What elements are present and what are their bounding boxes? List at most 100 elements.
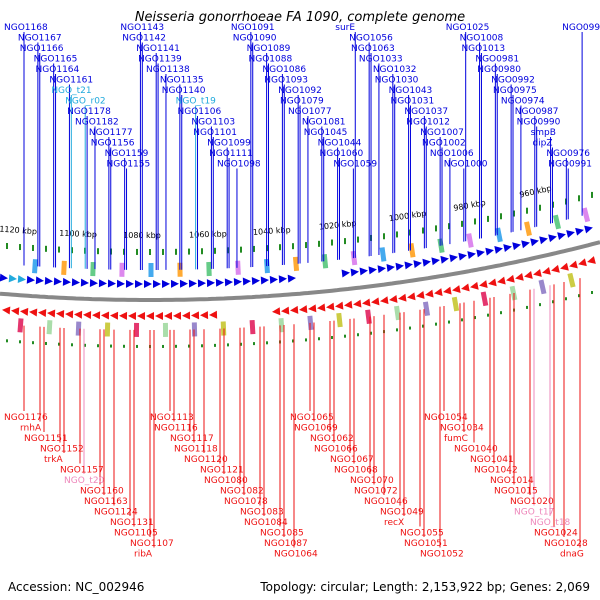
forward-gene (449, 254, 458, 263)
reverse-gene (290, 305, 299, 314)
reverse-gene (119, 311, 128, 320)
scale-tick (526, 305, 528, 309)
reverse-gene (20, 307, 29, 316)
feature-block (220, 321, 227, 336)
forward-gene (458, 252, 467, 261)
forward-gene (269, 275, 278, 284)
reverse-gene (371, 297, 380, 306)
scale-tick (201, 248, 203, 255)
scale-tick (45, 341, 47, 345)
feature-block (480, 291, 489, 307)
gene-label: NGO1033 (359, 55, 403, 65)
gene-label: NGO1163 (84, 497, 128, 507)
gene-label: NGO1052 (420, 550, 464, 560)
reverse-gene (515, 272, 524, 281)
feature-block (350, 250, 358, 266)
scale-tick (500, 311, 502, 315)
reverse-gene (38, 309, 47, 317)
forward-gene (521, 240, 530, 249)
reverse-gene (326, 302, 335, 311)
gene-label: NGO0981 (475, 55, 519, 65)
scale-tick (292, 339, 294, 343)
scale-tick (552, 201, 554, 208)
feature-block (32, 259, 38, 274)
reverse-gene (470, 281, 479, 290)
gene-label: trkA (44, 455, 63, 465)
gene-label: recX (384, 518, 404, 528)
scale-tick (357, 333, 359, 337)
scale-tick (201, 344, 203, 348)
gene-label: NGO0975 (493, 86, 537, 96)
gene-label: NGO1178 (67, 107, 111, 117)
gene-label: NGO1078 (224, 497, 268, 507)
feature-block (394, 305, 401, 321)
reverse-gene (191, 311, 200, 320)
reverse-gene (533, 269, 542, 277)
gene-label: NGO1060 (319, 149, 363, 159)
scale-tick (136, 344, 138, 348)
gene-label: NGO1111 (209, 149, 253, 159)
feature-block (524, 221, 532, 237)
feature-block (104, 322, 111, 337)
scale-tick (591, 191, 593, 198)
genome-backbone-layer (0, 240, 600, 302)
forward-gene (179, 279, 188, 288)
forward-gene (260, 276, 269, 285)
gene-label: NGO1182 (75, 118, 119, 128)
gene-label: NGO1065 (290, 413, 334, 423)
reverse-gene (11, 307, 20, 316)
scale-tick (292, 243, 294, 250)
gene-label: NGO0991 (548, 160, 592, 170)
gene-label: NGO1015 (494, 487, 538, 497)
gene-label: NGO1116 (154, 424, 198, 434)
scale-tick (97, 248, 99, 255)
reverse-gene (380, 296, 389, 305)
gene-label: rnhA (20, 424, 42, 434)
topology-text: Topology: circular; Length: 2,153,922 bp… (260, 580, 590, 594)
feature-block (336, 312, 343, 328)
reverse-gene (461, 283, 470, 292)
feature-block (46, 320, 53, 335)
scale-tick (84, 343, 86, 347)
gene-label: NGO1062 (310, 434, 354, 444)
forward-gene (431, 257, 440, 266)
gene-label: NGO1064 (274, 550, 318, 560)
reverse-gene (551, 264, 560, 273)
gene-label: NGO1152 (40, 445, 84, 455)
reverse-gene (362, 298, 371, 307)
reverse-gene (416, 291, 425, 299)
feature-block (235, 260, 241, 275)
gene-label: NGO1177 (89, 128, 133, 138)
forward-gene (26, 275, 35, 284)
reverse-gene (317, 303, 326, 312)
gene-label: NGO1113 (150, 413, 194, 423)
scale-tick (175, 248, 177, 255)
gene-label: NGO1080 (204, 476, 248, 486)
gene-label: NGO1063 (351, 44, 395, 54)
scale-label: 1040 kbp (253, 225, 291, 237)
gene-label: NGO1069 (294, 424, 338, 434)
gene-label: NGO1028 (544, 539, 588, 549)
scale-tick (162, 344, 164, 348)
scale-tick (487, 313, 489, 317)
feature-block (119, 262, 125, 277)
forward-gene (62, 277, 71, 286)
gene-label: NGO1157 (60, 466, 104, 476)
gene-label: NGO1093 (264, 76, 308, 86)
gene-label: NGO1176 (4, 413, 48, 423)
scale-tick (214, 343, 216, 347)
forward-gene (548, 234, 557, 243)
gene-label: NGO1165 (34, 55, 78, 65)
gene-label: dipZ (532, 139, 552, 149)
reverse-gene (524, 271, 533, 279)
reverse-gene (506, 274, 515, 283)
forward-gene (377, 265, 386, 274)
gene-label: NGO1013 (461, 44, 505, 54)
gene-label: NGO1120 (184, 455, 228, 465)
scale-tick (214, 247, 216, 254)
gene-label: NGO1008 (460, 34, 504, 44)
gene-label: NGO1098 (217, 160, 261, 170)
gene-label: NGO_t21 (51, 86, 91, 96)
reverse-gene (497, 276, 506, 285)
feature-block (191, 322, 198, 337)
